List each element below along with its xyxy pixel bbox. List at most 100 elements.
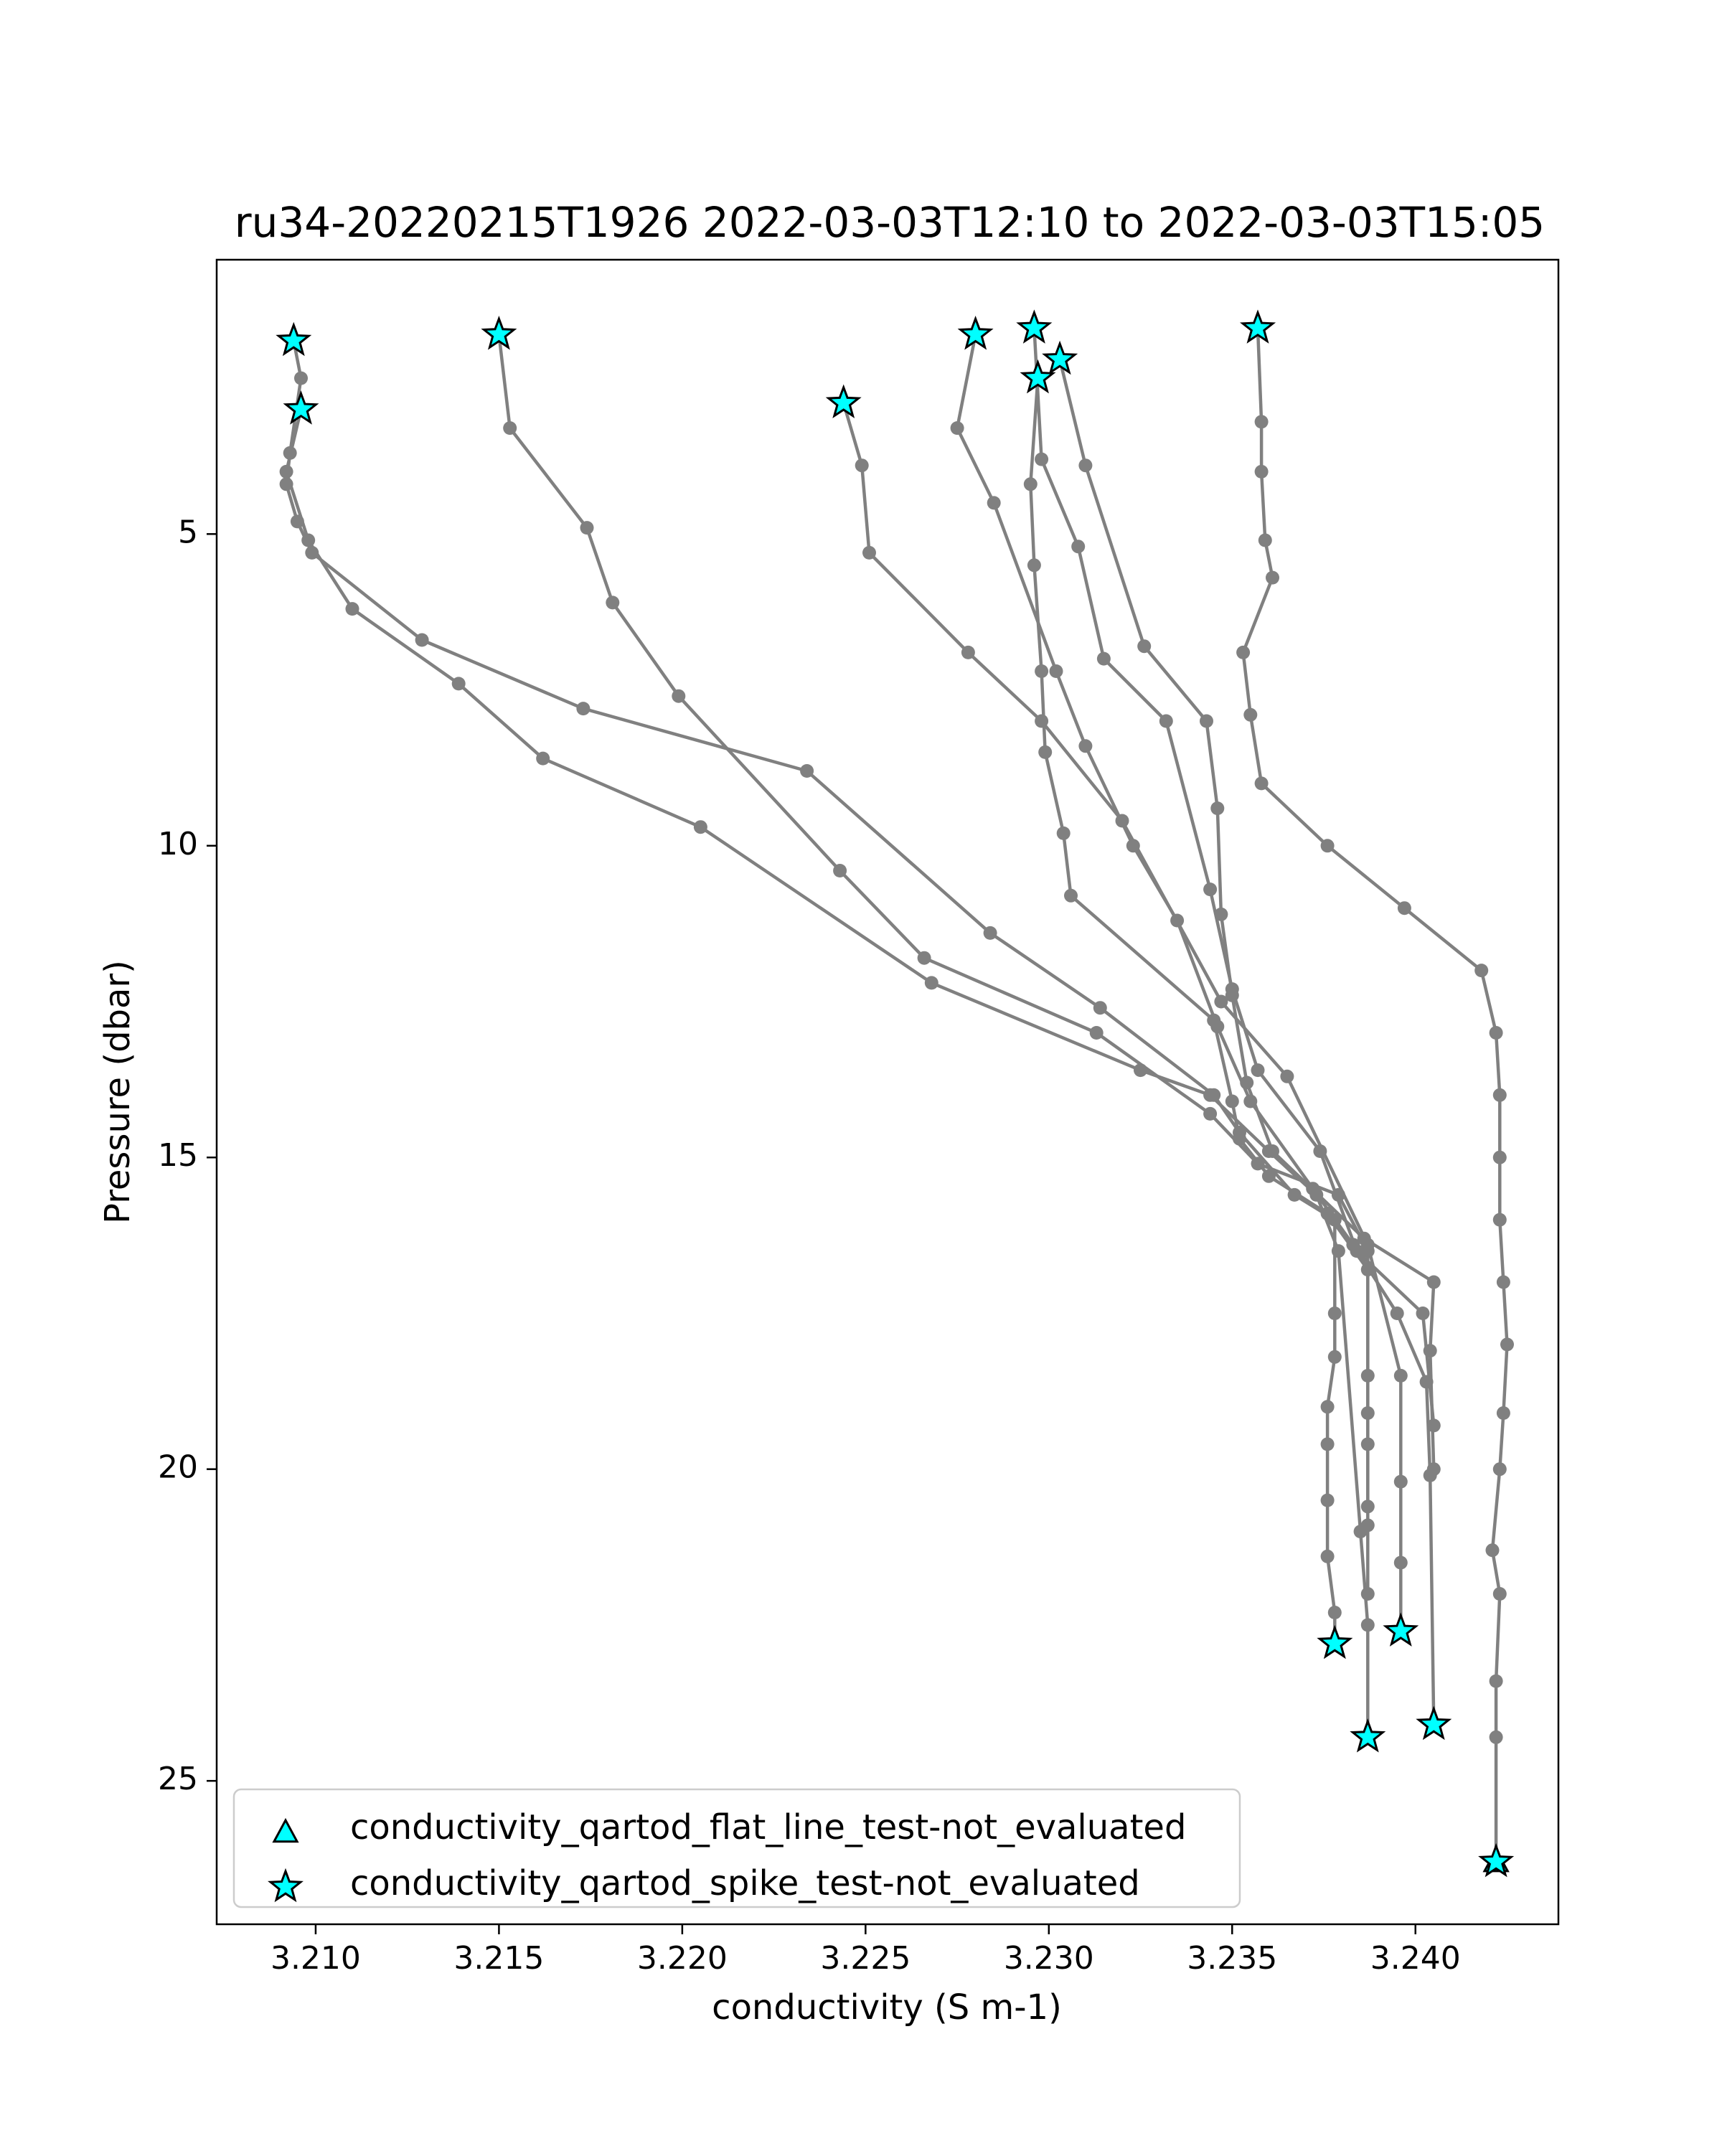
profile-point: [1261, 1169, 1276, 1183]
spike-test-marker: [1350, 1718, 1386, 1753]
profile-point: [1360, 1518, 1375, 1533]
spike-test-marker: [1478, 1842, 1515, 1878]
spike-test-marker: [283, 390, 319, 425]
profile-point: [1023, 477, 1038, 491]
profile-point: [1049, 664, 1063, 678]
profile-point: [1203, 882, 1218, 897]
profile-point: [1393, 1368, 1408, 1383]
profile-point: [987, 496, 1001, 510]
profile-point: [1243, 707, 1258, 722]
profile-point: [1035, 714, 1049, 728]
profile-point: [1320, 1549, 1335, 1563]
profile-point: [576, 702, 591, 716]
y-tick-label: 25: [158, 1761, 198, 1797]
y-tick-label: 15: [158, 1137, 198, 1174]
profile-point: [294, 371, 308, 385]
spike-test-marker: [1317, 1624, 1353, 1660]
profile-point: [1056, 826, 1071, 840]
profile-point: [580, 521, 594, 535]
profile-point: [1496, 1275, 1510, 1289]
profile-point: [1492, 1150, 1507, 1164]
profile-point: [1390, 1307, 1404, 1320]
legend-box: [232, 1788, 1241, 1908]
x-tick-label: 3.215: [453, 1940, 544, 1977]
x-tick-label: 3.220: [637, 1940, 728, 1977]
x-tick-label: 3.225: [820, 1940, 911, 1977]
plot-frame: [215, 258, 1560, 1926]
profile-point: [1254, 464, 1269, 479]
x-tick-label: 3.230: [1004, 1940, 1094, 1977]
profile-point: [983, 926, 997, 940]
profile-point: [1360, 1618, 1375, 1632]
profile-point: [1327, 1350, 1342, 1364]
chart-title: ru34-20220215T1926 2022-03-03T12:10 to 2…: [235, 198, 1545, 247]
profile-point: [1225, 982, 1239, 997]
profile-point: [1096, 651, 1111, 666]
profile-point: [1035, 664, 1049, 678]
profile-point: [1426, 1418, 1441, 1433]
profile-point: [1357, 1231, 1371, 1246]
y-tick-label: 5: [178, 514, 198, 550]
profile-point: [606, 596, 620, 610]
axis-layer: 3.210 3.215 3.220 3.225 3.230 3.235 3.240 5 10 15…: [158, 514, 1461, 1977]
profile-point: [1266, 1144, 1279, 1158]
profile-point: [1426, 1275, 1441, 1289]
profile-point: [1203, 1106, 1218, 1121]
profile-point: [1236, 645, 1251, 659]
profile-point: [862, 545, 876, 560]
profile-point: [1280, 1069, 1294, 1083]
profile-point: [1214, 994, 1228, 1009]
profile-point: [1496, 1406, 1510, 1420]
profile-point: [1320, 1493, 1335, 1507]
profile-point: [301, 533, 316, 547]
profile-point: [1492, 1587, 1507, 1601]
x-axis-label: conductivity (S m-1): [712, 1987, 1062, 2028]
spike-test-marker: [957, 316, 994, 350]
profile-point: [693, 820, 707, 834]
profile-point: [833, 864, 847, 877]
profile-point: [1350, 1244, 1364, 1258]
profile-point: [1360, 1406, 1375, 1420]
profile-point: [800, 764, 814, 778]
profile-point: [1492, 1088, 1507, 1102]
profile-point: [1078, 739, 1093, 753]
spike-test-marker: [481, 316, 517, 350]
profile-point: [1416, 1307, 1430, 1320]
profile-point: [1126, 839, 1140, 853]
y-tick-label: 20: [158, 1449, 198, 1486]
profile-point: [1492, 1462, 1507, 1477]
profile-point: [1035, 452, 1049, 466]
profile-point: [1078, 458, 1093, 473]
profile-point: [1170, 913, 1185, 928]
profile-point: [1360, 1587, 1375, 1601]
legend-flat-line-label: conductivity_qartod_flat_line_test-not_e…: [350, 1807, 1186, 1847]
profile-point: [1207, 1013, 1221, 1027]
profile-point: [1254, 776, 1269, 791]
spike-test-marker: [1020, 359, 1056, 394]
profile-point: [1200, 714, 1213, 728]
plot-layer: [276, 309, 1515, 1878]
y-tick-label: 10: [158, 826, 198, 862]
profile-point: [1426, 1462, 1441, 1477]
profile-point: [1027, 558, 1041, 573]
profile-point: [1485, 1543, 1500, 1558]
profile-point: [415, 633, 429, 647]
profile-point: [1210, 801, 1225, 816]
profile-point: [1393, 1474, 1408, 1489]
profile-point: [1393, 1555, 1408, 1570]
profile-point: [1327, 1307, 1342, 1320]
profile-line: [284, 408, 1370, 1738]
profile-point: [961, 645, 975, 659]
profile-point: [1327, 1606, 1342, 1619]
spike-test-markers: [276, 309, 1515, 1878]
profile-point: [1320, 1437, 1335, 1451]
profile-point: [536, 751, 550, 766]
spike-test-marker: [1016, 309, 1053, 344]
profile-series-9: [1236, 321, 1514, 1869]
x-tick-label: 3.210: [270, 1940, 361, 1977]
profile-point: [1089, 1026, 1104, 1040]
spike-test-marker: [825, 384, 862, 419]
profile-point: [451, 677, 466, 691]
legend-spike-marker: [268, 1868, 304, 1903]
profile-point: [1240, 1075, 1254, 1090]
